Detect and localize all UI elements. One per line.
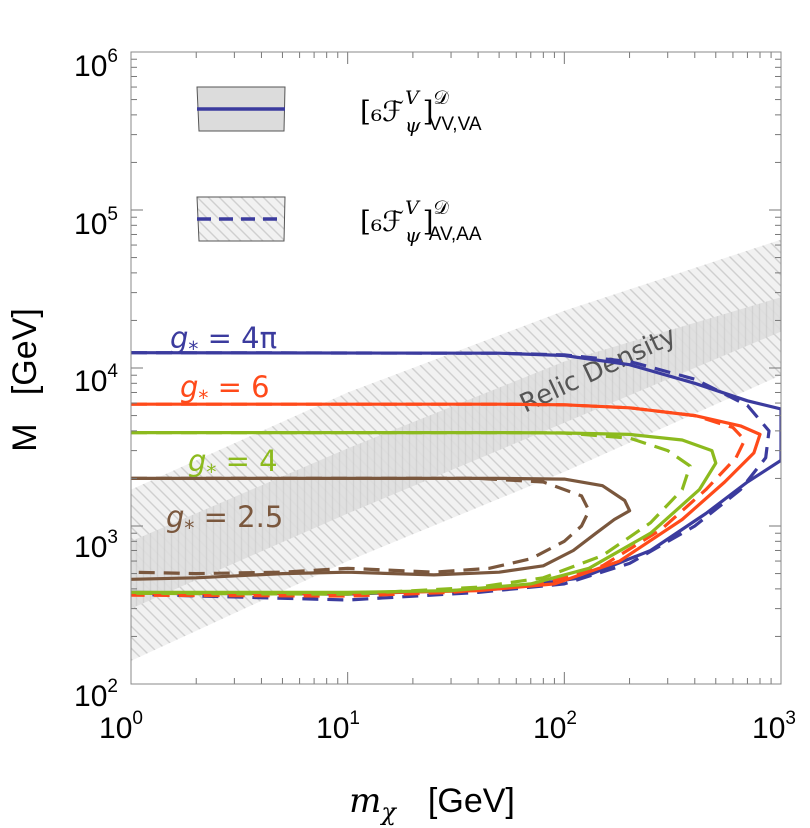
legend-label-solid: [₆ℱV ψ]𝒟 VV,VA xyxy=(360,87,482,137)
curves-layer xyxy=(131,351,781,602)
curve-label-g6: g* = 6 xyxy=(180,370,270,410)
y-tick-label-4: 104 xyxy=(74,361,118,398)
curve-label-g2p5: g* = 2.5 xyxy=(166,500,283,540)
curve-label-g4: g* = 4 xyxy=(188,444,278,484)
y-tick-label-6: 106 xyxy=(74,46,118,83)
y-tick-label-2: 102 xyxy=(74,676,118,713)
bands-layer xyxy=(131,239,781,661)
ticks-layer xyxy=(130,52,781,685)
y-tick-label-3: 103 xyxy=(74,527,118,564)
legend-label-dashed: [₆ℱV ψ]𝒟 AV,AA xyxy=(360,197,482,247)
legend: [₆ℱV ψ]𝒟 VV,VA [₆ℱV ψ]𝒟 AV,AA xyxy=(196,86,482,247)
x-tick-label-3: 103 xyxy=(752,708,796,745)
y-tick-labels: 102 103 104 105 106 xyxy=(74,46,118,713)
plot-frame xyxy=(130,51,782,685)
x-tick-label-2: 102 xyxy=(533,708,577,745)
curve-3-dashed xyxy=(131,476,591,576)
curve-label-g4pi: g* = 4π xyxy=(170,321,277,361)
x-tick-label-0: 100 xyxy=(99,708,143,745)
relic-band-solid xyxy=(131,297,781,609)
y-tick-label-5: 105 xyxy=(74,204,118,241)
x-tick-label-1: 101 xyxy=(316,708,360,745)
curve-2-dashed xyxy=(131,431,692,596)
x-tick-labels: 100 101 102 103 xyxy=(99,708,796,745)
y-axis-title: M [GeV] xyxy=(6,308,44,452)
x-axis-title: mχ [GeV] xyxy=(349,781,515,826)
curve-3-solid xyxy=(131,476,632,581)
